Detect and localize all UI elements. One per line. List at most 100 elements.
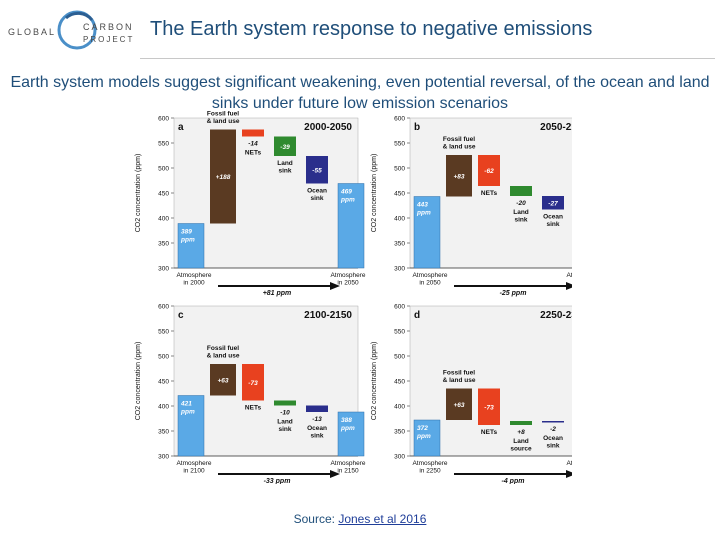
y-tick-label: 400 <box>158 404 169 411</box>
bar-atmosphere-end <box>337 411 365 457</box>
panel-b: 300 350 400 450 500 550 600 CO2 concentration (… <box>371 116 572 297</box>
step-label: Fossil fuel <box>443 136 475 143</box>
bar-fossil-step <box>446 155 472 197</box>
panel-period: 2050-2100 <box>540 122 572 133</box>
y-tick-label: 450 <box>394 379 405 386</box>
x-category-label: Atmosphere <box>412 272 447 279</box>
bar-ocean-step <box>306 405 328 412</box>
panel-letter: b <box>414 122 420 133</box>
global-carbon-project-logo: GLOBAL CARBON PROJECT <box>8 10 132 50</box>
step-label: sink <box>278 426 291 433</box>
bar-atmosphere-start <box>413 196 441 269</box>
step-label: source <box>510 446 532 453</box>
y-tick-label: 350 <box>394 429 405 436</box>
data-label-step: -14 <box>248 141 258 148</box>
y-tick-label: 500 <box>394 354 405 361</box>
panel-period: 2000-2050 <box>304 122 352 133</box>
step-label: NETs <box>245 150 262 157</box>
data-label-step: -73 <box>484 404 494 411</box>
source-label: Source: <box>293 512 335 526</box>
step-label: Land <box>513 209 529 216</box>
y-tick-label: 350 <box>158 241 169 248</box>
source-line: Source: Jones et al 2016 <box>0 512 720 526</box>
step-label: NETs <box>481 190 498 197</box>
data-label-step: -55 <box>312 167 322 174</box>
data-label-start: ppm <box>180 409 195 416</box>
x-category-label: in 2250 <box>419 468 441 475</box>
y-axis-label: CO2 concentration (ppm) <box>135 154 142 233</box>
data-label-step: +188 <box>216 174 231 181</box>
step-label: sink <box>546 221 559 228</box>
header: GLOBAL CARBON PROJECT The Earth system r… <box>0 0 720 62</box>
data-label-start: ppm <box>180 237 195 244</box>
data-label-step: -2 <box>550 426 556 433</box>
y-tick-label: 500 <box>394 166 405 173</box>
y-tick-label: 600 <box>158 116 169 123</box>
y-tick-label: 550 <box>394 141 405 148</box>
step-label: & land use <box>207 118 240 125</box>
x-category-label: Atmosphere <box>330 460 365 467</box>
step-label: Land <box>277 419 293 426</box>
panel-letter: a <box>178 122 184 133</box>
panel-period: 2250-2300 <box>540 310 572 321</box>
data-label-step: -62 <box>484 168 494 175</box>
arrow-head-icon <box>566 470 572 478</box>
y-tick-label: 300 <box>158 266 169 273</box>
panel-a: 300 350 400 450 500 550 600 CO2 concentration (… <box>135 111 366 298</box>
step-label: Fossil fuel <box>207 111 239 118</box>
plot-frame <box>173 305 359 457</box>
bar-land-step <box>510 421 532 425</box>
change-label: +81 ppm <box>263 290 292 297</box>
step-label: & land use <box>443 377 476 384</box>
x-category-label: in 2100 <box>183 468 205 475</box>
panel-period: 2100-2150 <box>304 310 352 321</box>
data-label-step: +63 <box>453 402 464 409</box>
bar-atmosphere-end <box>337 183 365 269</box>
y-tick-label: 550 <box>158 141 169 148</box>
x-category-label: Atmosphere <box>412 460 447 467</box>
y-tick-label: 500 <box>158 166 169 173</box>
data-label-end: ppm <box>340 425 355 432</box>
bar-ocean-step <box>306 156 328 184</box>
y-tick-label: 600 <box>158 304 169 311</box>
data-label-end: 469 <box>340 189 352 196</box>
bar-land-step <box>510 186 532 196</box>
step-label: sink <box>546 443 559 450</box>
bar-atmosphere-start <box>177 223 205 269</box>
y-tick-label: 350 <box>394 241 405 248</box>
bar-fossil-step <box>210 129 236 224</box>
step-label: & land use <box>443 144 476 151</box>
data-label-start: 372 <box>417 425 428 432</box>
x-category-label: in 2050 <box>337 280 359 287</box>
step-label: Ocean <box>307 425 327 432</box>
data-label-step: -10 <box>280 410 290 417</box>
data-label-start: 443 <box>416 202 428 209</box>
x-category-label: Atmosphere <box>176 272 211 279</box>
panel-letter: c <box>178 310 184 321</box>
bar-nets-step <box>478 388 500 425</box>
y-tick-label: 600 <box>394 116 405 123</box>
waterfall-chart-grid: 300 350 400 450 500 550 600 CO2 concentration (… <box>135 111 572 484</box>
step-label: Ocean <box>543 435 563 442</box>
data-label-step: +83 <box>453 173 464 180</box>
y-tick-label: 500 <box>158 354 169 361</box>
arrow-head-icon <box>330 470 340 478</box>
data-label-start: ppm <box>416 433 431 440</box>
bar-fossil-step <box>210 364 236 396</box>
bar-atmosphere-start <box>413 419 441 457</box>
bar-nets-step <box>242 129 264 137</box>
bar-atmosphere-start <box>177 395 205 457</box>
y-tick-label: 300 <box>394 266 405 273</box>
y-tick-label: 450 <box>158 191 169 198</box>
data-label-step: -73 <box>248 380 258 387</box>
arrow-head-icon <box>330 282 340 290</box>
subtitle: Earth system models suggest significant … <box>10 74 710 112</box>
arrow-head-icon <box>566 282 572 290</box>
source-link[interactable]: Jones et al 2016 <box>338 512 427 526</box>
y-tick-label: 550 <box>158 329 169 336</box>
step-label: sink <box>514 217 527 224</box>
data-label-end: ppm <box>340 197 355 204</box>
data-label-step: +63 <box>217 377 228 384</box>
y-tick-label: 400 <box>158 216 169 223</box>
y-tick-label: 300 <box>394 454 405 461</box>
